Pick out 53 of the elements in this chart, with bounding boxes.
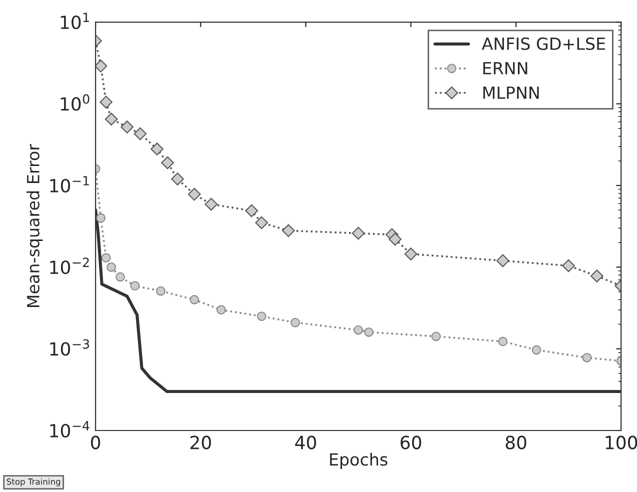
y-tick-label: 10$^{−4}$	[50, 421, 90, 438]
x-tick-label: 80	[506, 436, 526, 450]
point	[562, 259, 575, 272]
point	[188, 188, 201, 201]
point	[282, 224, 295, 238]
point	[404, 248, 418, 260]
y-tick-label: 10$^{−1}$	[50, 176, 89, 192]
y-tick-label: 10$^{0}$	[60, 94, 90, 111]
point	[496, 254, 510, 268]
x-axis-title: Epochs	[330, 452, 388, 469]
x-tick-label: 100	[606, 436, 637, 450]
point	[388, 232, 402, 246]
y-axis-title: Mean-squared Error	[26, 144, 43, 308]
legend-label: ERNN	[483, 62, 528, 74]
point	[245, 204, 258, 218]
x-tick-label: 0	[90, 436, 100, 450]
point	[120, 120, 134, 134]
point	[532, 345, 542, 355]
point	[190, 294, 200, 304]
point	[256, 312, 266, 322]
point	[498, 336, 508, 346]
point	[582, 352, 592, 362]
legend-label: MLPNN	[483, 86, 539, 99]
point	[100, 96, 112, 108]
point	[96, 60, 108, 72]
x-tick-label: 20	[190, 436, 211, 450]
x-tick-label: 60	[400, 436, 422, 450]
point	[216, 305, 226, 315]
point	[106, 262, 116, 272]
point	[431, 332, 441, 342]
point	[204, 198, 218, 211]
point	[134, 127, 147, 140]
point	[171, 172, 184, 186]
point	[590, 270, 604, 282]
text: Stop Training	[6, 478, 60, 486]
point	[130, 281, 140, 291]
point	[116, 272, 125, 282]
point	[290, 318, 300, 328]
point	[150, 142, 164, 156]
y-tick-label: 10$^{−3}$	[50, 339, 90, 356]
point	[161, 156, 174, 170]
point	[352, 226, 365, 240]
legend-label: ANFIS GD+LSE	[482, 37, 606, 50]
point	[96, 213, 106, 223]
point	[101, 253, 111, 263]
point	[255, 216, 268, 230]
point	[354, 325, 363, 335]
point	[364, 327, 374, 337]
point	[104, 112, 118, 126]
point	[156, 286, 166, 296]
x-tick-label: 40	[295, 436, 316, 450]
y-tick-label: 10$^{1}$	[60, 12, 89, 30]
y-tick-label: 10$^{−2}$	[50, 258, 89, 274]
